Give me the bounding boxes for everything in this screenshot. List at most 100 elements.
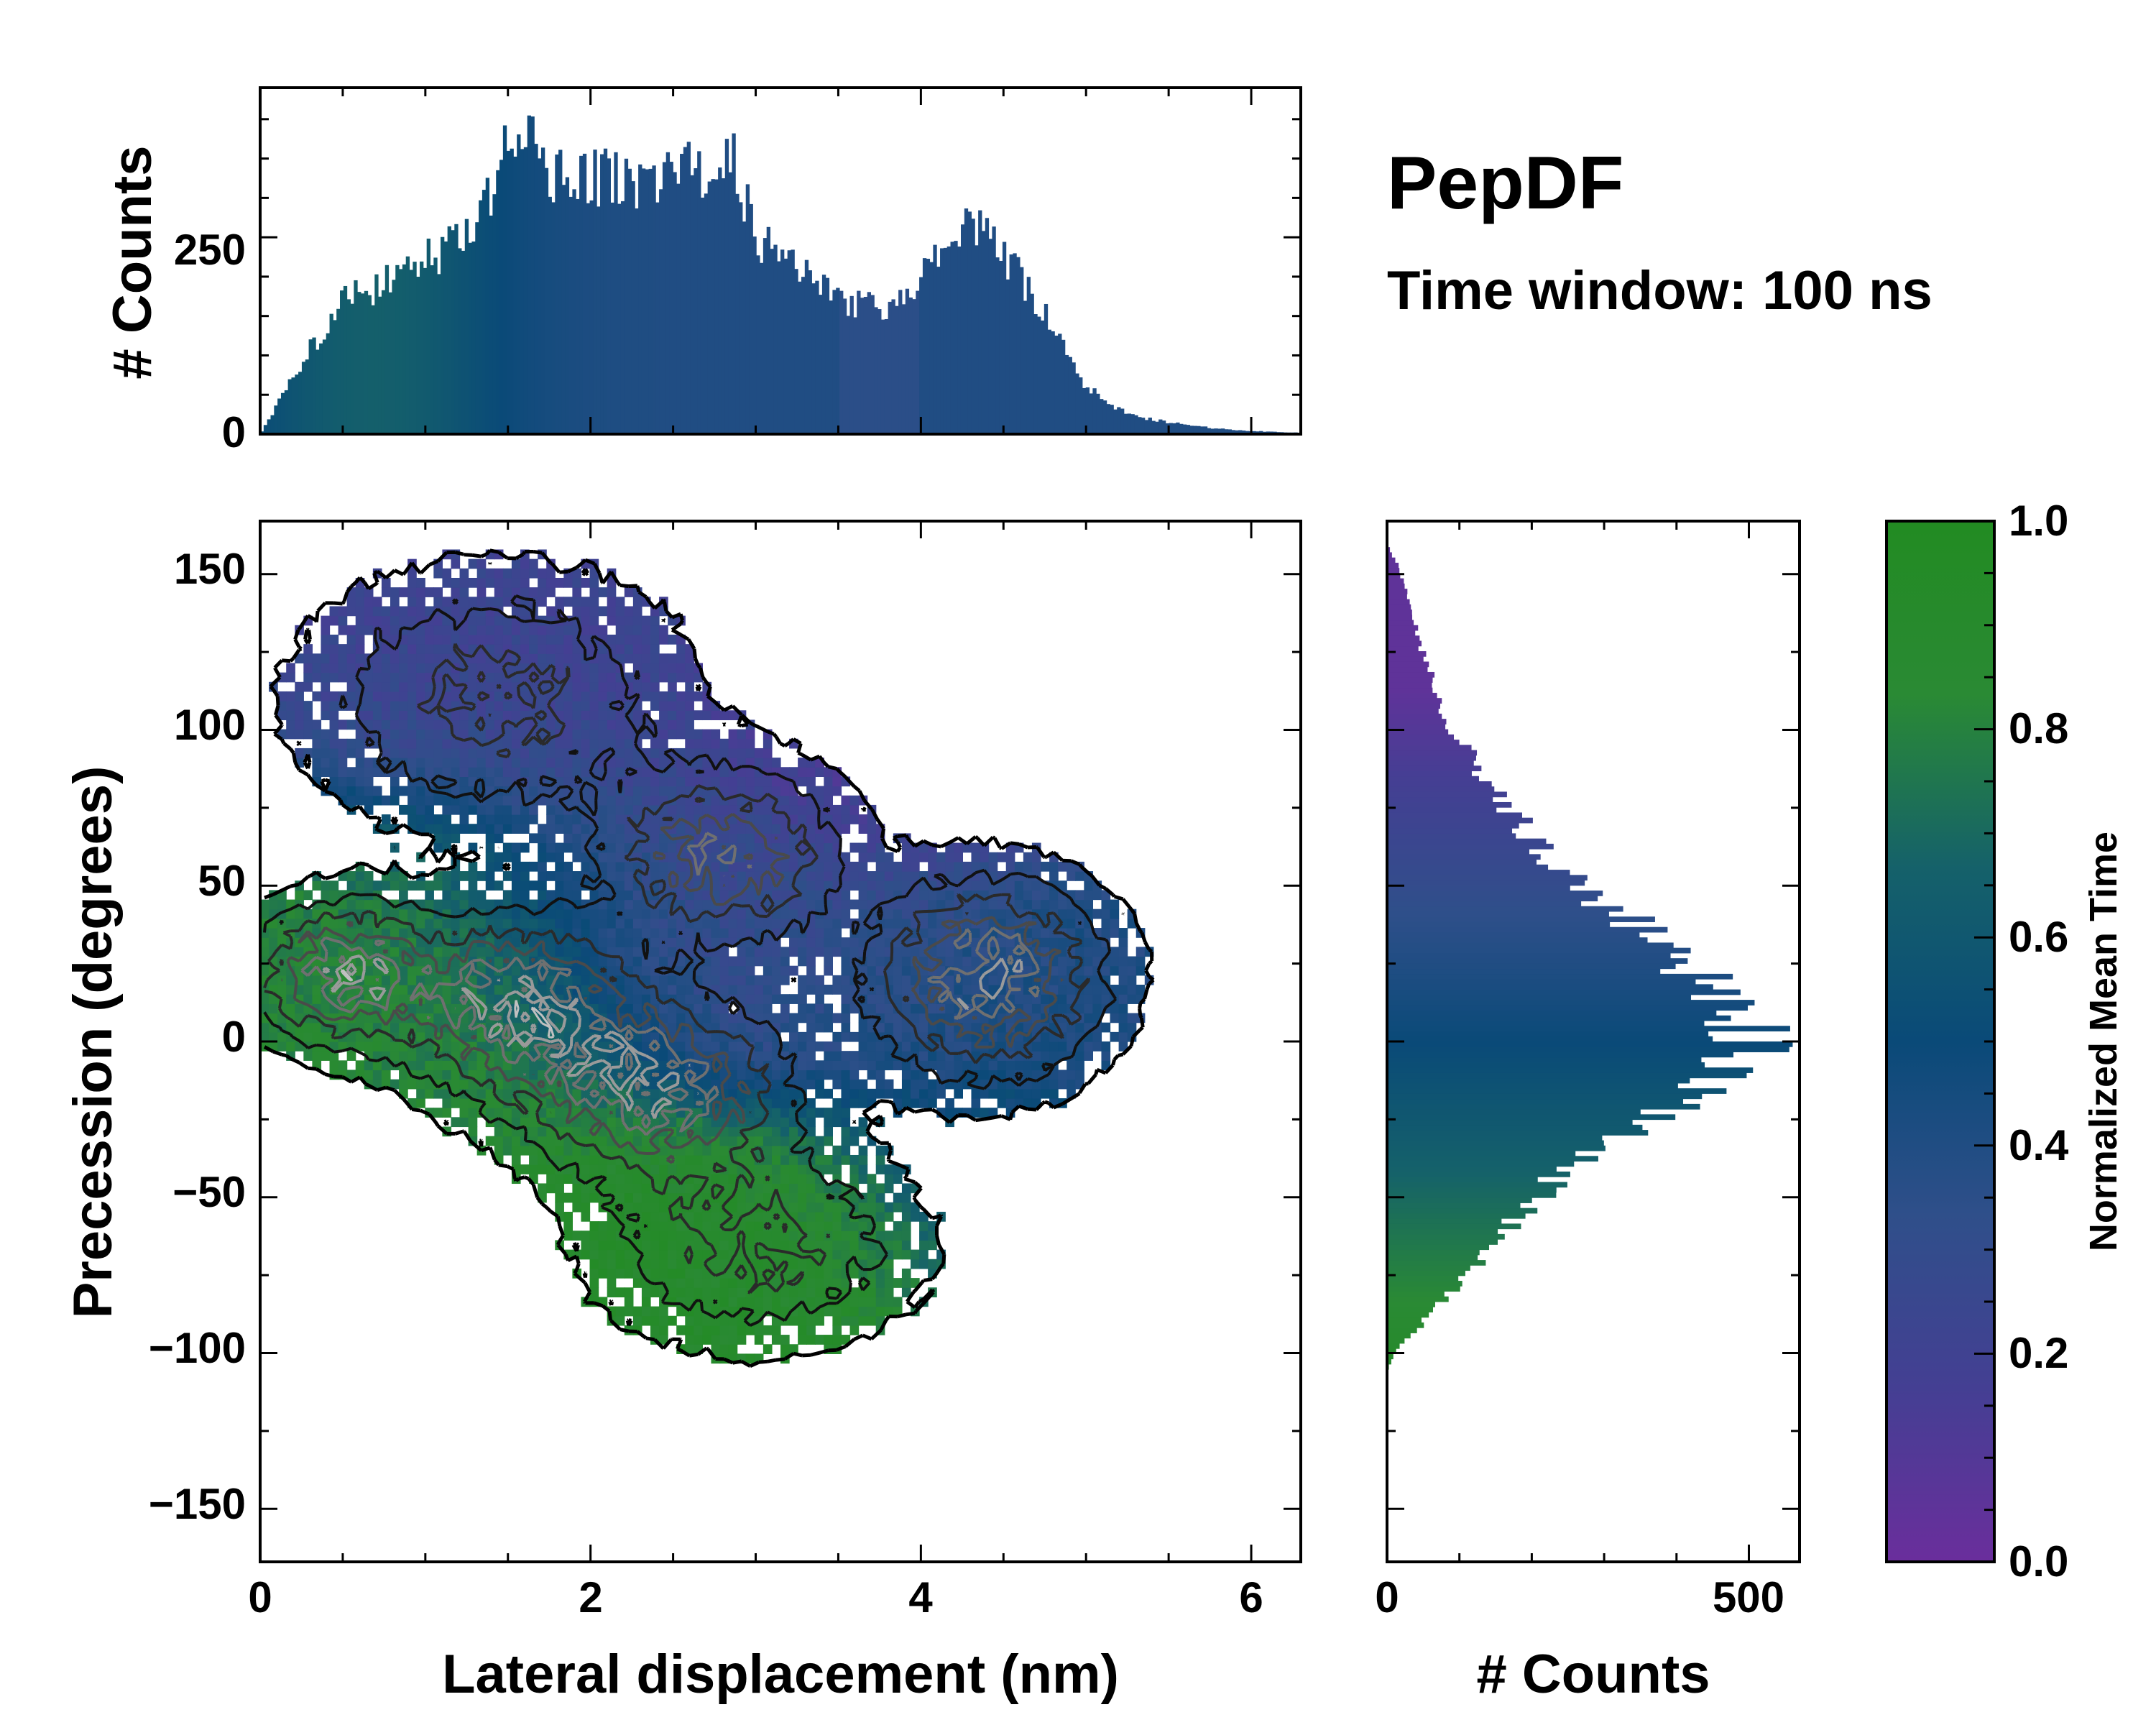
heatmap-cell: [390, 615, 400, 626]
heatmap-cell: [659, 710, 668, 721]
heatmap-cell: [338, 738, 348, 749]
heatmap-cell: [650, 653, 660, 664]
heatmap-cell: [849, 795, 860, 806]
heatmap-cell: [329, 1051, 339, 1061]
heatmap-cell: [632, 1154, 642, 1165]
heatmap-cell: [555, 1202, 564, 1213]
heatmap-cell: [632, 644, 642, 654]
top-bar: [346, 299, 351, 434]
heatmap-cell: [1023, 880, 1033, 891]
heatmap-cell: [425, 1088, 434, 1099]
heatmap-cell: [641, 1211, 651, 1222]
heatmap-cell: [771, 1108, 781, 1118]
heatmap-cell: [260, 1031, 270, 1042]
heatmap-cell: [598, 701, 608, 711]
heatmap-cell: [632, 1136, 642, 1146]
heatmap-cell: [459, 1108, 469, 1118]
heatmap-cell: [433, 672, 443, 683]
heatmap-cell: [390, 625, 400, 635]
heatmap-cell: [841, 804, 851, 815]
top-bar: [280, 392, 285, 434]
heatmap-cell: [563, 861, 573, 872]
heatmap-cell: [346, 871, 356, 881]
heatmap-cell: [659, 1249, 668, 1260]
heatmap-cell: [945, 1041, 954, 1052]
heatmap-cell: [780, 956, 790, 967]
heatmap-cell: [433, 1060, 443, 1071]
heatmap-cell: [945, 956, 954, 967]
heatmap-cell: [849, 880, 860, 891]
heatmap-cell: [771, 1174, 781, 1184]
heatmap-cell: [399, 672, 408, 683]
heatmap-cell: [416, 824, 425, 834]
top-bar: [482, 190, 487, 434]
heatmap-cell: [624, 871, 634, 881]
heatmap-cell: [694, 890, 703, 901]
heatmap-cell: [416, 1051, 425, 1061]
heatmap-cell: [711, 918, 721, 929]
heatmap-cell: [502, 710, 512, 721]
heatmap-cell: [719, 1154, 729, 1165]
heatmap-cell: [364, 899, 374, 910]
heatmap-cell: [511, 767, 521, 778]
heatmap-cell: [711, 710, 721, 721]
heatmap-cell: [702, 956, 712, 967]
heatmap-cell: [1075, 947, 1084, 957]
heatmap-cell: [694, 1154, 703, 1165]
heatmap-cell: [1023, 1088, 1033, 1099]
heatmap-cell: [815, 1013, 824, 1024]
heatmap-cell: [884, 852, 894, 862]
heatmap-cell: [780, 1174, 790, 1184]
heatmap-cell: [1110, 1003, 1120, 1014]
heatmap-cell: [364, 956, 374, 967]
heatmap-cell: [771, 1070, 781, 1080]
heatmap-cell: [832, 804, 842, 815]
top-bar: [700, 197, 705, 434]
heatmap-cell: [641, 918, 651, 929]
heatmap-cell: [641, 663, 651, 673]
heatmap-cell: [832, 1098, 842, 1108]
heatmap-cell: [538, 861, 547, 872]
heatmap-cell: [295, 719, 304, 730]
heatmap-cell: [719, 985, 729, 995]
heatmap-cell: [997, 1070, 1007, 1080]
heatmap-cell: [598, 1108, 608, 1118]
heatmap-cell: [997, 1088, 1007, 1099]
heatmap-cell: [546, 748, 556, 758]
top-bar: [641, 168, 646, 434]
heatmap-cell: [737, 1297, 747, 1307]
heatmap-cell: [728, 833, 738, 844]
heatmap-cell: [572, 701, 582, 711]
heatmap-cell: [572, 824, 582, 834]
heatmap-cell: [841, 1249, 851, 1260]
heatmap-cell: [538, 1060, 547, 1071]
heatmap-cell: [832, 1211, 842, 1222]
top-bar: [517, 134, 521, 434]
top-bar: [1144, 420, 1149, 434]
heatmap-cell: [538, 1126, 547, 1137]
heatmap-cell: [407, 758, 417, 768]
heatmap-cell: [572, 681, 582, 692]
heatmap-cell: [962, 861, 972, 872]
heatmap-cell: [745, 994, 755, 1004]
heatmap-cell: [529, 644, 538, 654]
heatmap-cell: [494, 1051, 504, 1061]
top-bar: [1238, 430, 1243, 434]
heatmap-cell: [676, 701, 686, 711]
heatmap-cell: [502, 871, 512, 881]
heatmap-cell: [538, 899, 547, 910]
heatmap-cell: [728, 1287, 738, 1298]
heatmap-cell: [399, 719, 408, 730]
heatmap-cell: [1084, 947, 1093, 957]
heatmap-cell: [962, 985, 972, 995]
heatmap-cell: [849, 842, 860, 853]
heatmap-cell: [529, 1060, 538, 1071]
heatmap-cell: [485, 852, 495, 862]
heatmap-cell: [875, 1221, 885, 1231]
heatmap-cell: [442, 738, 452, 749]
heatmap-cell: [607, 1117, 617, 1128]
heatmap-cell: [754, 861, 764, 872]
heatmap-cell: [771, 1117, 781, 1128]
heatmap-cell: [546, 918, 556, 929]
heatmap-cell: [893, 1230, 903, 1241]
